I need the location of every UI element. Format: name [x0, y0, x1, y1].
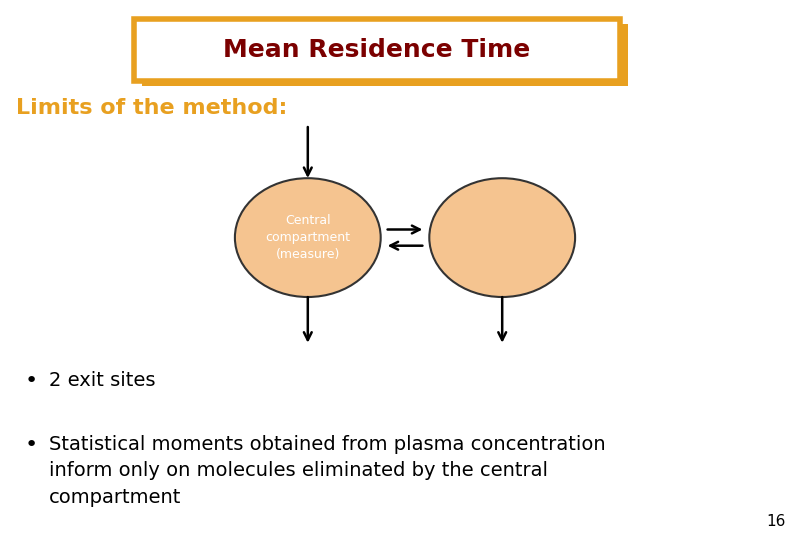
Text: Central
compartment
(measure): Central compartment (measure): [266, 214, 350, 261]
Text: •: •: [24, 370, 37, 391]
FancyBboxPatch shape: [142, 24, 628, 86]
Text: Mean Residence Time: Mean Residence Time: [223, 38, 531, 62]
Text: 16: 16: [766, 514, 786, 529]
Ellipse shape: [429, 178, 575, 297]
Ellipse shape: [235, 178, 381, 297]
FancyBboxPatch shape: [134, 19, 620, 81]
Text: 2 exit sites: 2 exit sites: [49, 371, 155, 390]
Text: •: •: [24, 435, 37, 455]
Text: Limits of the method:: Limits of the method:: [16, 98, 288, 118]
Text: Statistical moments obtained from plasma concentration
inform only on molecules : Statistical moments obtained from plasma…: [49, 435, 605, 507]
